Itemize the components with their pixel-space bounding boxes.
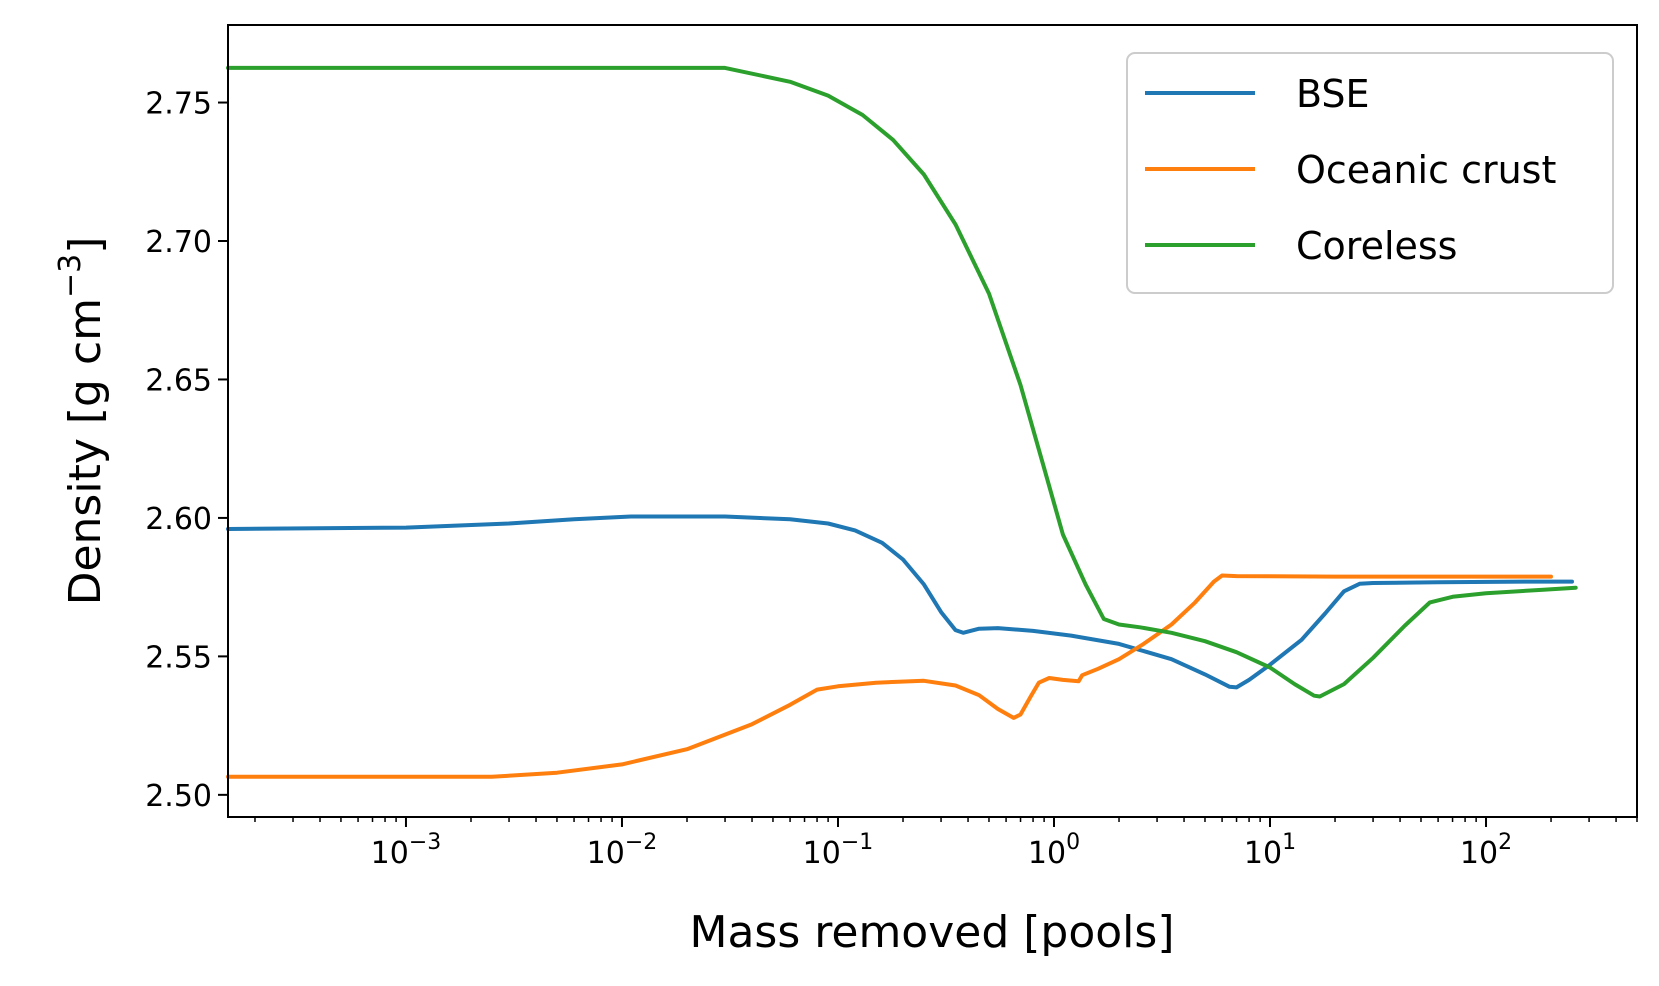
x-tick-label: 102: [1460, 830, 1512, 871]
y-axis-title-main: Density [g cm: [60, 298, 111, 605]
y-axis-title-close: ]: [60, 237, 111, 254]
y-axis-ticks: 2.50 2.55 2.60 2.65 2.70 2.75: [145, 87, 228, 814]
series-layer: [226, 65, 1578, 779]
x-axis-title: Mass removed [pools]: [689, 907, 1174, 958]
y-axis-title: Density [g cm−3]: [53, 237, 111, 606]
x-tick-label: 10−2: [587, 830, 658, 871]
plot-frame: [227, 24, 1638, 818]
y-tick-label: 2.55: [145, 640, 212, 675]
legend-label-oceanic-crust: Oceanic crust: [1296, 148, 1556, 192]
x-axis-ticks: 10−3 10−2 10−1 100 101 102: [371, 817, 1512, 871]
series-line-bse: [226, 514, 1574, 690]
series-line-oceanic-crust: [226, 573, 1553, 779]
legend-label-bse: BSE: [1296, 72, 1370, 116]
svg-text:Density [g cm−3]: Density [g cm−3]: [53, 237, 111, 606]
y-tick-label: 2.75: [145, 87, 212, 122]
y-tick-label: 2.65: [145, 363, 212, 398]
y-axis-title-exponent: −3: [53, 254, 88, 298]
y-tick-label: 2.70: [145, 225, 212, 260]
x-tick-label: 100: [1028, 830, 1080, 871]
y-tick-label: 2.60: [145, 502, 212, 537]
legend-box: [1126, 52, 1614, 294]
series-line-coreless: [226, 65, 1578, 699]
x-tick-label: 10−3: [371, 830, 442, 871]
x-tick-label: 10−1: [803, 830, 874, 871]
legend: BSE Oceanic crust Coreless: [1126, 52, 1614, 294]
y-tick-label: 2.50: [145, 779, 212, 814]
x-tick-label: 101: [1244, 830, 1296, 871]
legend-label-coreless: Coreless: [1296, 224, 1457, 268]
